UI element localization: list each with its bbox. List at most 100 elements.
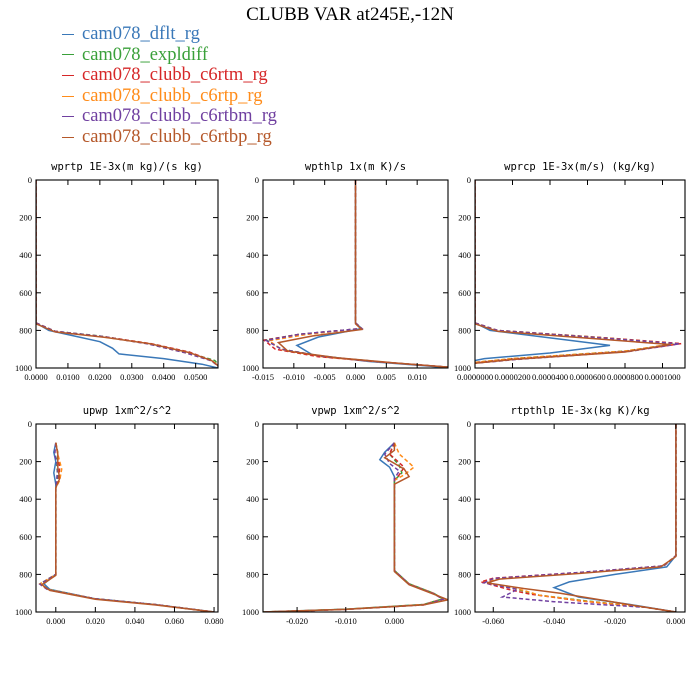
x-tick-label: -0.005: [314, 372, 336, 382]
series-line: [481, 424, 677, 612]
legend-label: cam078_clubb_c6rtm_rg: [82, 65, 268, 86]
plot-frame: [35, 179, 219, 369]
chart-title: vpwp 1xm^2/s^2: [311, 405, 400, 417]
series-line: [483, 424, 677, 612]
y-tick-label: 1000: [454, 607, 471, 617]
series-line: [36, 180, 218, 367]
x-tick-label: 0.0000: [24, 372, 47, 382]
x-tick-label: -0.020: [286, 616, 308, 626]
chart-panel: rtpthlp 1E-3x(kg K)/kg 0 200 400 600 800 1000 -…: [454, 405, 686, 626]
legend-label: cam078_dflt_rg: [82, 24, 200, 44]
series-line: [475, 180, 680, 365]
legend: cam078_dflt_rg cam078_expldiff cam078_club…: [62, 24, 277, 148]
x-tick-label: 0.0200: [88, 372, 111, 382]
chart-panel: upwp 1xm^2/s^2 0 200 400 600 800 1000 0.000 0.02…: [15, 405, 224, 626]
y-tick-label: 1000: [15, 607, 32, 617]
x-tick-label: 0.000: [46, 616, 65, 626]
series-line: [36, 180, 218, 365]
y-tick-label: 1000: [242, 607, 259, 617]
x-tick-label: 0.010: [408, 372, 427, 382]
series-line: [38, 442, 215, 612]
y-tick-label: 0: [255, 175, 259, 185]
legend-item: cam078_clubb_c6rtbp_rg: [62, 127, 277, 148]
x-tick-label: -0.010: [283, 372, 305, 382]
y-tick-label: 800: [458, 569, 471, 579]
chart-panel: vpwp 1xm^2/s^2 0 200 400 600 800 1000 -0.020 -0.…: [242, 405, 449, 626]
series-line: [486, 424, 677, 612]
legend-item: cam078_clubb_c6rtp_rg: [62, 86, 277, 107]
y-tick-label: 200: [246, 213, 259, 223]
series-line: [276, 180, 448, 368]
series-line: [36, 180, 218, 367]
series-line: [475, 180, 671, 365]
y-tick-label: 1000: [454, 363, 471, 373]
y-tick-label: 800: [19, 325, 32, 335]
y-tick-label: 0: [467, 419, 471, 429]
legend-item: cam078_clubb_c6rtm_rg: [62, 65, 277, 86]
y-tick-label: 600: [19, 288, 32, 298]
y-tick-label: 800: [458, 325, 471, 335]
legend-line-icon: [62, 54, 74, 56]
x-tick-label: 0.020: [86, 616, 105, 626]
series-line: [475, 180, 682, 364]
y-tick-label: 1000: [15, 363, 32, 373]
chart-title: rtpthlp 1E-3x(kg K)/kg: [510, 405, 649, 417]
x-tick-label: 0.005: [377, 372, 396, 382]
x-tick-label: 0.0400: [152, 372, 175, 382]
x-tick-label: -0.010: [335, 616, 357, 626]
y-tick-label: 400: [458, 494, 471, 504]
chart-title: wprcp 1E-3x(m/s) (kg/kg): [504, 161, 656, 173]
x-tick-label: -0.020: [604, 616, 626, 626]
y-tick-label: 600: [458, 288, 471, 298]
y-tick-label: 600: [246, 532, 259, 542]
series-line: [36, 180, 218, 367]
y-tick-label: 0: [255, 419, 259, 429]
y-tick-label: 200: [246, 457, 259, 467]
legend-line-icon: [62, 74, 74, 76]
y-tick-label: 200: [19, 457, 32, 467]
chart-title: wpthlp 1x(m K)/s: [305, 161, 406, 173]
legend-item: cam078_clubb_c6rtbm_rg: [62, 106, 277, 127]
legend-label: cam078_clubb_c6rtbm_rg: [82, 106, 277, 127]
y-tick-label: 0: [467, 175, 471, 185]
legend-line-icon: [62, 136, 74, 138]
y-tick-label: 400: [246, 494, 259, 504]
x-tick-label: 0.000: [385, 616, 404, 626]
series-line: [38, 442, 215, 612]
x-tick-label: 0.0000400: [532, 372, 568, 382]
chart-title: wprtp 1E-3x(m kg)/(s kg): [51, 161, 203, 173]
legend-label: cam078_expldiff: [82, 44, 209, 65]
x-tick-label: 0.0000600: [569, 372, 605, 382]
y-tick-label: 800: [246, 569, 259, 579]
x-tick-label: 0.0000000: [457, 372, 493, 382]
chart-title: upwp 1xm^2/s^2: [83, 405, 172, 417]
x-tick-label: 0.0001000: [644, 372, 680, 382]
y-tick-label: 400: [19, 250, 32, 260]
y-tick-label: 400: [246, 250, 259, 260]
legend-line-icon: [62, 116, 74, 118]
series-line: [478, 424, 677, 612]
y-tick-label: 800: [19, 569, 32, 579]
y-tick-label: 0: [28, 419, 32, 429]
plot-frame: [474, 423, 686, 613]
y-tick-label: 400: [458, 250, 471, 260]
x-tick-label: 0.0300: [120, 372, 143, 382]
legend-line-icon: [62, 95, 74, 97]
series-line: [295, 180, 448, 368]
x-tick-label: 0.060: [165, 616, 184, 626]
legend-label: cam078_clubb_c6rtp_rg: [82, 85, 263, 106]
x-tick-label: 0.040: [125, 616, 144, 626]
series-line: [551, 424, 677, 612]
page-title: CLUBB VAR at245E,-12N: [246, 4, 454, 25]
series-line: [38, 442, 215, 612]
x-tick-label: -0.060: [482, 616, 504, 626]
y-tick-label: 600: [246, 288, 259, 298]
plot-frame: [35, 423, 219, 613]
x-tick-label: 0.0100: [56, 372, 79, 382]
x-tick-label: 0.080: [204, 616, 223, 626]
x-tick-label: 0.0500: [184, 372, 207, 382]
x-tick-label: 0.0000800: [607, 372, 643, 382]
chart-panel: wprcp 1E-3x(m/s) (kg/kg) 0 200 400 600 800 100…: [454, 161, 686, 382]
y-tick-label: 200: [458, 457, 471, 467]
